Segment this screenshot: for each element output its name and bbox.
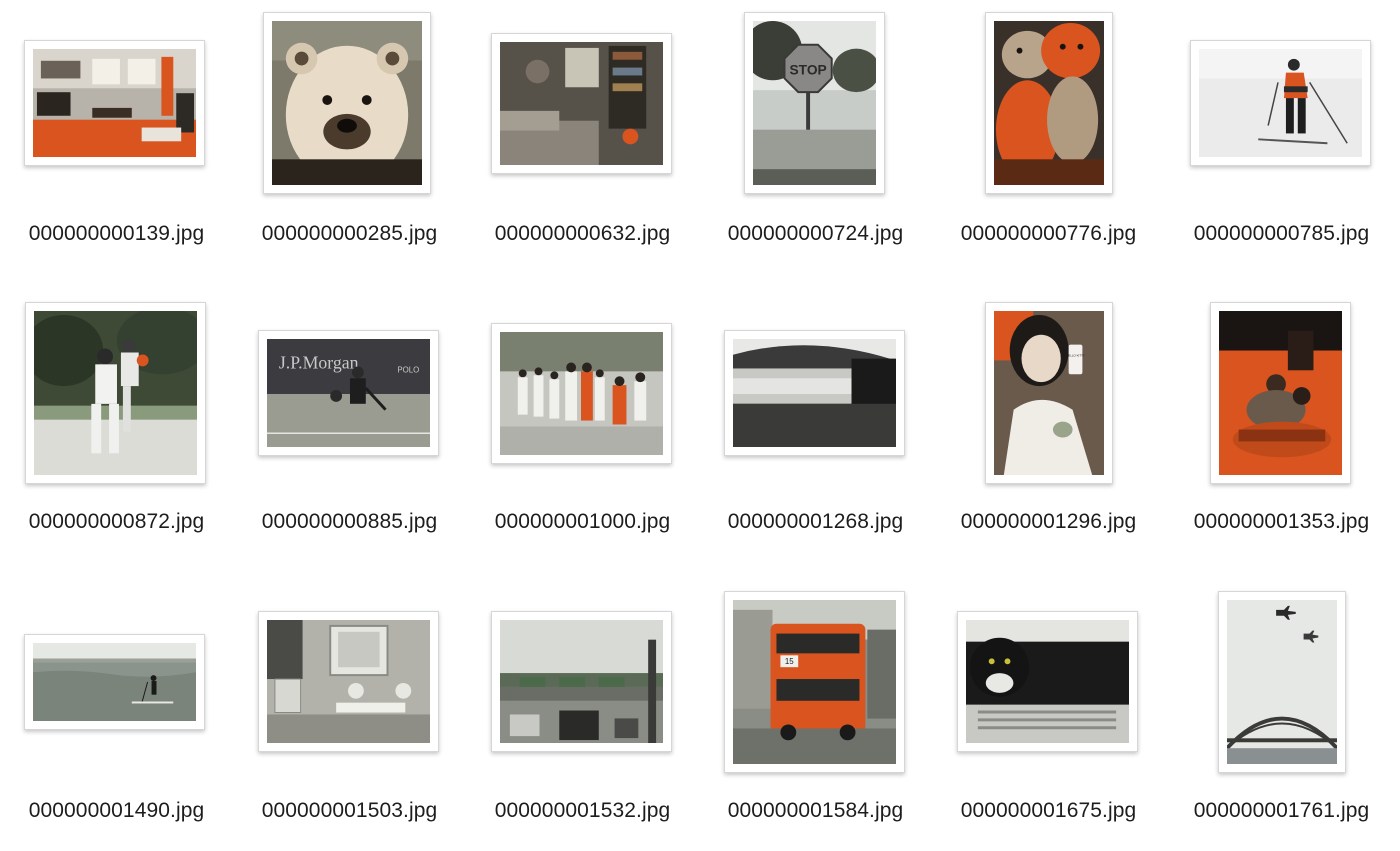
file-item[interactable]: 000000000632.jpg <box>466 0 699 288</box>
thumbnail[interactable] <box>932 577 1165 782</box>
photo-frame: J.P.Morgan POLO <box>258 330 439 456</box>
paddleboard-photo-icon <box>33 643 196 721</box>
photo-frame <box>1218 591 1346 773</box>
photo-frame <box>1210 302 1351 484</box>
photo-frame <box>258 611 439 752</box>
thumbnail[interactable] <box>1165 577 1398 782</box>
thumbnail[interactable] <box>699 288 932 493</box>
cat-keyboard-photo-icon <box>966 620 1129 743</box>
thumbnail[interactable]: STOP <box>699 0 932 205</box>
highway-overpass-photo-icon <box>500 620 663 743</box>
thumbnail[interactable] <box>0 288 233 493</box>
kids-car-photo-icon <box>1219 311 1342 475</box>
thumbnail[interactable]: 15 <box>699 577 932 782</box>
file-name-label[interactable]: 000000000872.jpg <box>0 510 233 534</box>
thumbnail[interactable] <box>466 0 699 205</box>
file-item[interactable]: 000000000872.jpg <box>0 288 233 576</box>
file-item[interactable]: 000000000139.jpg <box>0 0 233 288</box>
photo-frame <box>957 611 1138 752</box>
file-item[interactable]: J.P.Morgan POLO 000000000885.jpg <box>233 288 466 576</box>
svg-text:STOP: STOP <box>789 62 826 77</box>
file-item[interactable]: 000000001000.jpg <box>466 288 699 576</box>
thumbnail[interactable] <box>233 0 466 205</box>
stop-sign-photo-icon: STOP <box>753 21 876 185</box>
file-name-label[interactable]: 000000000776.jpg <box>932 222 1165 246</box>
file-name-label[interactable]: 000000001490.jpg <box>0 799 233 823</box>
file-item[interactable]: HELLO KITTY 000000001296.jpg <box>932 288 1165 576</box>
photo-frame <box>1190 40 1371 166</box>
file-name-label[interactable]: 000000001584.jpg <box>699 799 932 823</box>
tennis-photo-icon: J.P.Morgan POLO <box>267 339 430 447</box>
thumbnail[interactable] <box>466 577 699 782</box>
bedroom-photo-icon <box>500 42 663 165</box>
planes-bridge-photo-icon <box>1227 600 1337 764</box>
photo-frame <box>24 40 205 166</box>
thumbnail[interactable] <box>1165 0 1398 205</box>
file-item[interactable]: 000000001490.jpg <box>0 577 233 851</box>
file-name-label[interactable]: 000000001000.jpg <box>466 510 699 534</box>
svg-text:15: 15 <box>785 657 794 666</box>
bear-photo-icon <box>272 21 422 185</box>
file-item[interactable]: 000000000776.jpg <box>932 0 1165 288</box>
file-name-label[interactable]: 000000001268.jpg <box>699 510 932 534</box>
thumbnail[interactable] <box>932 0 1165 205</box>
teddy-bears-photo-icon <box>994 21 1104 185</box>
file-item[interactable]: 000000001532.jpg <box>466 577 699 851</box>
thumbnail[interactable]: J.P.Morgan POLO <box>233 288 466 493</box>
thumbnail[interactable]: HELLO KITTY <box>932 288 1165 493</box>
file-name-label[interactable]: 000000001532.jpg <box>466 799 699 823</box>
thumbnail[interactable] <box>0 0 233 205</box>
svg-text:J.P.Morgan: J.P.Morgan <box>279 353 359 373</box>
thumbnail[interactable] <box>1165 288 1398 493</box>
file-name-label[interactable]: 000000001675.jpg <box>932 799 1165 823</box>
file-item[interactable]: 000000001675.jpg <box>932 577 1165 851</box>
file-name-label[interactable]: 000000001296.jpg <box>932 510 1165 534</box>
photo-frame <box>491 33 672 174</box>
file-name-label[interactable]: 000000001503.jpg <box>233 799 466 823</box>
svg-text:POLO: POLO <box>397 365 419 374</box>
file-name-label[interactable]: 000000001761.jpg <box>1165 799 1398 823</box>
photo-frame: STOP <box>744 12 885 194</box>
living-room-photo-icon <box>33 49 196 157</box>
svg-text:HELLO KITTY: HELLO KITTY <box>1066 353 1085 357</box>
bridge-river-photo-icon <box>733 339 896 447</box>
photo-frame <box>24 634 205 730</box>
thumbnail[interactable] <box>466 288 699 493</box>
photo-frame <box>25 302 206 484</box>
thumbnail[interactable] <box>0 577 233 782</box>
file-item[interactable]: 000000001503.jpg <box>233 577 466 851</box>
file-item[interactable]: 000000000285.jpg <box>233 0 466 288</box>
file-item[interactable]: STOP 000000000724.jpg <box>699 0 932 288</box>
red-bus-photo-icon: 15 <box>733 600 896 764</box>
photo-frame: HELLO KITTY <box>985 302 1113 484</box>
file-name-label[interactable]: 000000000632.jpg <box>466 222 699 246</box>
thumbnail[interactable] <box>233 577 466 782</box>
file-item[interactable]: 000000001761.jpg <box>1165 577 1398 851</box>
photo-frame <box>724 330 905 456</box>
file-name-label[interactable]: 000000000885.jpg <box>233 510 466 534</box>
computer-desk-photo-icon <box>267 620 430 743</box>
file-name-label[interactable]: 000000001353.jpg <box>1165 510 1398 534</box>
photo-frame <box>491 323 672 464</box>
girl-phone-photo-icon: HELLO KITTY <box>994 311 1104 475</box>
group-kids-photo-icon <box>500 332 663 455</box>
file-item[interactable]: 15 000000001584.jpg <box>699 577 932 851</box>
baseball-photo-icon <box>34 311 197 475</box>
file-item[interactable]: 000000000785.jpg <box>1165 0 1398 288</box>
file-item[interactable]: 000000001353.jpg <box>1165 288 1398 576</box>
photo-frame: 15 <box>724 591 905 773</box>
photo-frame <box>985 12 1113 194</box>
file-name-label[interactable]: 000000000139.jpg <box>0 222 233 246</box>
photo-frame <box>491 611 672 752</box>
photo-frame <box>263 12 431 194</box>
file-name-label[interactable]: 000000000785.jpg <box>1165 222 1398 246</box>
file-name-label[interactable]: 000000000285.jpg <box>233 222 466 246</box>
file-item[interactable]: 000000001268.jpg <box>699 288 932 576</box>
skier-photo-icon <box>1199 49 1362 157</box>
file-name-label[interactable]: 000000000724.jpg <box>699 222 932 246</box>
